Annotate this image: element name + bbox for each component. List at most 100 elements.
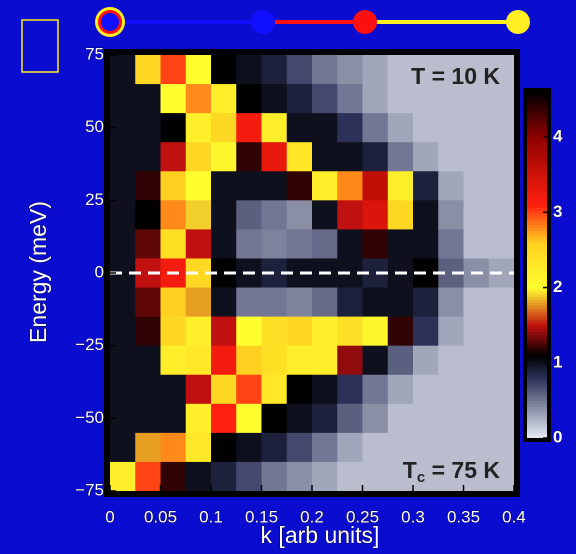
colorbar-step bbox=[527, 351, 547, 355]
heatmap-cell bbox=[261, 432, 288, 463]
y-tick-label: 0 bbox=[95, 262, 104, 281]
colorbar-step bbox=[527, 135, 547, 139]
colorbar-step bbox=[527, 241, 547, 246]
heatmap-cell bbox=[110, 287, 136, 318]
heatmap-cell bbox=[286, 229, 313, 259]
heatmap-cell bbox=[488, 345, 515, 376]
colorbar-step bbox=[527, 357, 547, 361]
heatmap-cell bbox=[387, 432, 414, 463]
heatmap-cell bbox=[185, 171, 212, 201]
heatmap-cell bbox=[463, 229, 490, 259]
heatmap-cell bbox=[463, 461, 490, 492]
x-tick-label: 0.4 bbox=[502, 507, 526, 526]
heatmap-cell bbox=[387, 171, 414, 201]
heatmap-cell bbox=[261, 403, 288, 434]
heatmap-cell bbox=[286, 200, 313, 230]
heatmap-cell bbox=[185, 113, 212, 143]
colorbar-step bbox=[527, 224, 547, 229]
heatmap-cell bbox=[337, 113, 363, 143]
heatmap-cell bbox=[337, 229, 363, 259]
colorbar-step bbox=[527, 293, 547, 298]
heatmap-cell bbox=[160, 345, 187, 376]
heatmap-cell bbox=[286, 287, 313, 318]
colorbar-step bbox=[527, 279, 547, 283]
colorbar-step bbox=[527, 126, 547, 131]
colorbar-step bbox=[527, 325, 547, 330]
heatmap-cell bbox=[488, 142, 515, 172]
heatmap-cell bbox=[211, 200, 237, 230]
heatmap-cell bbox=[185, 345, 212, 376]
colorbar-step bbox=[527, 265, 547, 269]
heatmap-cell bbox=[362, 84, 389, 114]
heatmap-cell bbox=[110, 432, 136, 463]
colorbar-step bbox=[527, 400, 547, 404]
colorbar-step bbox=[527, 423, 547, 428]
heatmap-cell bbox=[110, 316, 136, 347]
heatmap-cell bbox=[185, 374, 212, 405]
heatmap-cell bbox=[135, 229, 161, 259]
colorbar-tick-label: 3 bbox=[553, 202, 562, 221]
heatmap-cell bbox=[438, 200, 464, 230]
colorbar-step bbox=[527, 244, 547, 249]
colorbar-step bbox=[527, 435, 547, 439]
heatmap-cell bbox=[488, 287, 515, 318]
colorbar-step bbox=[527, 184, 547, 188]
heatmap-cell bbox=[463, 432, 490, 463]
colorbar-step bbox=[527, 129, 547, 133]
colorbar-step bbox=[527, 319, 547, 324]
colorbar-step bbox=[527, 233, 547, 237]
colorbar-step bbox=[527, 345, 547, 350]
heatmap-cell bbox=[362, 200, 389, 230]
colorbar bbox=[527, 92, 547, 439]
heatmap-cell bbox=[438, 113, 464, 143]
heatmap-cell bbox=[312, 84, 338, 114]
heatmap-cell bbox=[413, 200, 439, 230]
colorbar-step bbox=[527, 305, 547, 309]
heatmap-cell bbox=[337, 171, 363, 201]
heatmap-cell bbox=[110, 345, 136, 376]
colorbar-step bbox=[527, 363, 547, 367]
colorbar-step bbox=[527, 388, 547, 393]
heatmap-cell bbox=[413, 55, 439, 85]
heatmap-cell bbox=[438, 171, 464, 201]
heatmap-cell bbox=[261, 316, 288, 347]
heatmap-cell bbox=[185, 142, 212, 172]
heatmap-cell bbox=[160, 142, 187, 172]
heatmap-cell bbox=[387, 374, 414, 405]
heatmap-cell bbox=[135, 113, 161, 143]
colorbar-step bbox=[527, 161, 547, 165]
colorbar-step bbox=[527, 253, 547, 257]
heatmap-cell bbox=[337, 374, 363, 405]
colorbar-step bbox=[527, 429, 547, 433]
heatmap-cell bbox=[211, 316, 237, 347]
colorbar-step bbox=[527, 354, 547, 358]
heatmap-cell bbox=[236, 403, 262, 434]
heatmap-cell bbox=[286, 84, 313, 114]
colorbar-step bbox=[527, 166, 547, 171]
colorbar-step bbox=[527, 190, 547, 194]
colorbar-step bbox=[527, 276, 547, 281]
heatmap-cell bbox=[236, 113, 262, 143]
heatmap-cell bbox=[211, 113, 237, 143]
heatmap-cell bbox=[362, 287, 389, 318]
heatmap-cell bbox=[463, 200, 490, 230]
heatmap-cell bbox=[160, 374, 187, 405]
annotation: Tc = 75 K bbox=[403, 457, 501, 486]
heatmap-cell bbox=[211, 287, 237, 318]
heatmap-cell bbox=[110, 142, 136, 172]
y-tick-label: −75 bbox=[75, 480, 104, 499]
heatmap-cell bbox=[463, 171, 490, 201]
heatmap-cell bbox=[261, 345, 288, 376]
timeline-dot bbox=[353, 10, 377, 34]
colorbar-step bbox=[527, 331, 547, 335]
y-axis-label: Energy (meV) bbox=[25, 201, 51, 343]
heatmap-cell bbox=[261, 200, 288, 230]
heatmap-cell bbox=[236, 345, 262, 376]
heatmap-cell bbox=[413, 316, 439, 347]
heatmap-cell bbox=[286, 142, 313, 172]
heatmap-cell bbox=[211, 55, 237, 85]
heatmap-cell bbox=[135, 142, 161, 172]
heatmap-cell bbox=[413, 171, 439, 201]
heatmap-cell bbox=[160, 113, 187, 143]
heatmap-cell bbox=[488, 229, 515, 259]
